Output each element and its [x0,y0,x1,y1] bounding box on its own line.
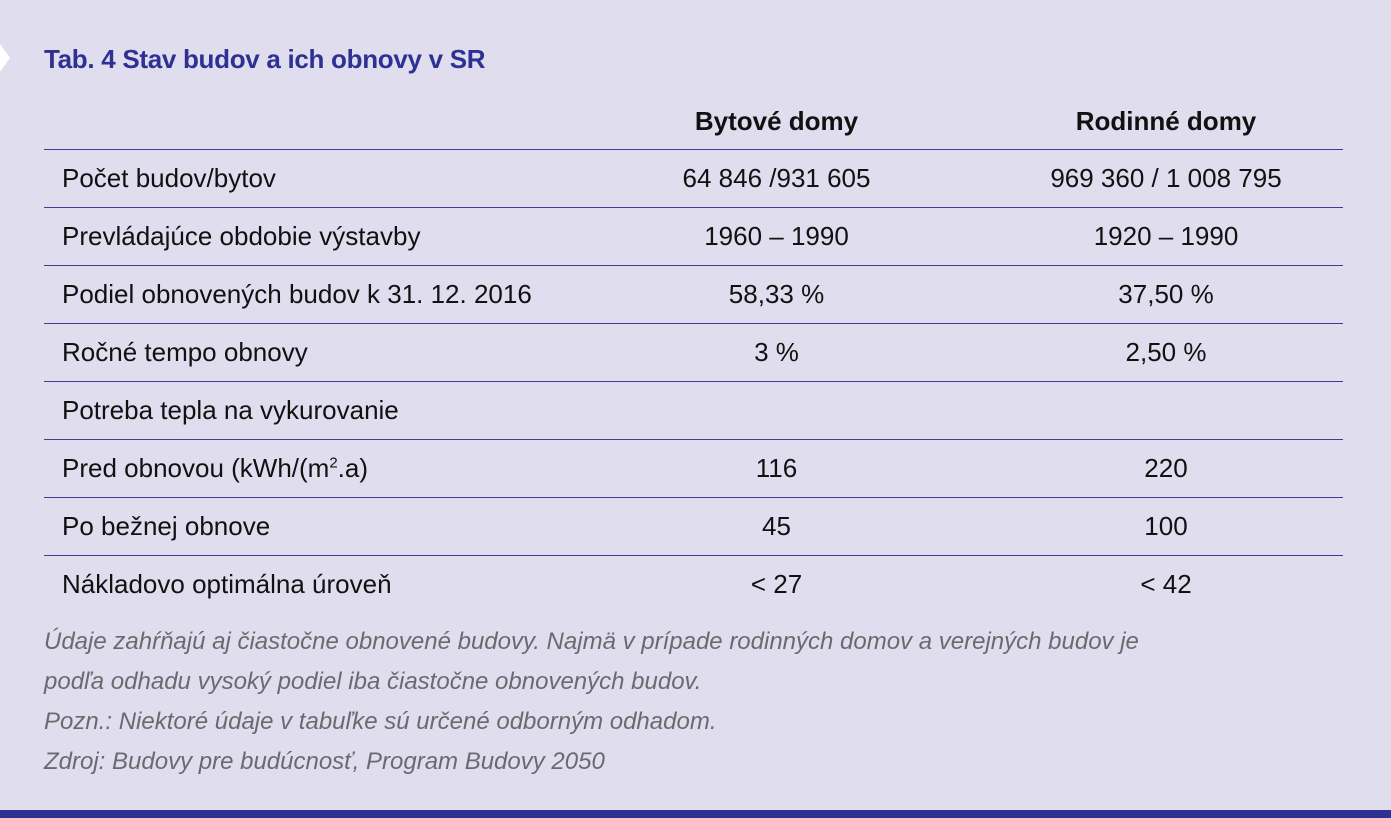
header-bytove-domy: Bytové domy [564,92,989,150]
cell-rodinne: 37,50 % [989,265,1343,324]
row-label: Prevládajúce obdobie výstavby [44,207,564,266]
cell-bytove: 3 % [564,323,989,382]
note-pozn: Pozn.: Niektoré údaje v tabuľke sú určen… [44,708,717,735]
table-row: Potreba tepla na vykurovanie [44,381,1343,440]
table-row: Po bežnej obnove 45 100 [44,497,1343,556]
row-label-main: Pred obnovou (kWh/(m [62,453,330,483]
table-row: Pred obnovou (kWh/(m2.a) 116 220 [44,439,1343,498]
table-title: Tab. 4 Stav budov a ich obnovy v SR [44,44,486,74]
row-label: Potreba tepla na vykurovanie [44,381,564,440]
cell-bytove: 1960 – 1990 [564,207,989,266]
note-source: Zdroj: Budovy pre budúcnosť, Program Bud… [44,748,605,775]
row-label: Nákladovo optimálna úroveň [62,569,392,599]
cell-bytove: < 27 [750,569,803,599]
cell-rodinne: 1920 – 1990 [989,207,1343,266]
header-empty [44,92,564,150]
table-row: Prevládajúce obdobie výstavby 1960 – 199… [44,207,1343,266]
data-table: Bytové domy Rodinné domy Počet budov/byt… [44,92,1343,613]
table-notes: Údaje zahŕňajú aj čiastočne obnovené bud… [44,622,1364,782]
cell-bytove: 116 [564,439,989,498]
cell-bytove [564,381,989,440]
table-row: Nákladovo optimálna úroveň < 27 < 42 [44,556,1343,614]
note-line: podľa odhadu vysoký podiel iba čiastočne… [44,668,702,695]
row-label: Ročné tempo obnovy [44,323,564,382]
row-label: Po bežnej obnove [44,497,564,556]
header-rodinne-domy: Rodinné domy [989,92,1343,150]
note-line: Údaje zahŕňajú aj čiastočne obnovené bud… [44,628,1139,655]
table-row: Ročné tempo obnovy 3 % 2,50 % [44,323,1343,382]
cell-rodinne [989,381,1343,440]
row-label: Podiel obnovených budov k 31. 12. 2016 [44,265,564,324]
row-label: Pred obnovou (kWh/(m2.a) [44,439,564,498]
arrow-marker-icon [0,44,10,72]
cell-bytove: 58,33 % [564,265,989,324]
superscript-2: 2 [329,454,338,472]
cell-rodinne: < 42 [1140,569,1192,599]
bottom-accent-bar [0,810,1391,818]
row-label-tail: .a) [337,453,369,483]
cell-rodinne: 100 [989,497,1343,556]
cell-rodinne: 969 360 / 1 008 795 [989,149,1343,208]
cell-rodinne: 2,50 % [989,323,1343,382]
table-row: Počet budov/bytov 64 846 /931 605 969 36… [44,149,1343,208]
cell-bytove: 64 846 /931 605 [564,149,989,208]
row-label: Počet budov/bytov [44,149,564,208]
table-header-row: Bytové domy Rodinné domy [44,92,1343,150]
table-row: Podiel obnovených budov k 31. 12. 2016 5… [44,265,1343,324]
cell-bytove: 45 [564,497,989,556]
cell-rodinne: 220 [989,439,1343,498]
